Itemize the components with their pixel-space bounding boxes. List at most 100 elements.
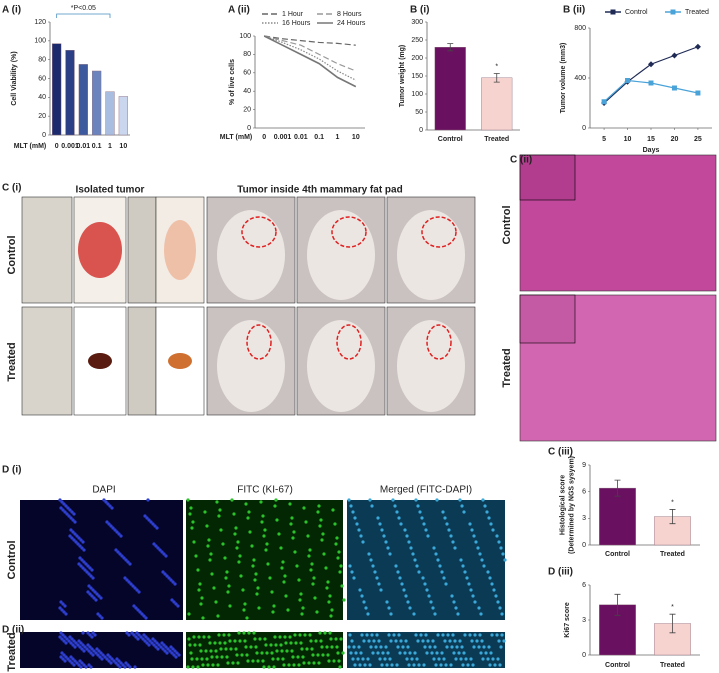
cell: [498, 663, 502, 667]
cell: [81, 631, 85, 635]
cell: [463, 570, 467, 574]
x-axis-label: Days: [643, 147, 660, 154]
cell: [255, 651, 259, 655]
cell: [385, 663, 389, 667]
cell: [230, 498, 234, 502]
cell: [169, 645, 173, 649]
cell: [83, 645, 87, 649]
cell: [233, 639, 237, 643]
photo: [21, 306, 73, 416]
cell: [283, 574, 287, 578]
cell: [219, 647, 223, 651]
cell: [166, 647, 170, 651]
cell: [335, 645, 339, 649]
cell: [80, 661, 84, 665]
cell: [59, 631, 63, 635]
cell: [243, 639, 247, 643]
tumor: [164, 220, 196, 280]
cell: [458, 639, 462, 643]
cell: [244, 502, 248, 506]
cell: [64, 641, 68, 645]
y-tick-label: 0: [419, 127, 423, 134]
marker: [625, 78, 631, 83]
cell: [440, 651, 444, 655]
bar: [118, 96, 128, 136]
cell: [318, 524, 322, 528]
cell: [392, 633, 396, 637]
cell: [78, 645, 82, 649]
cell: [500, 633, 504, 637]
cell: [462, 510, 466, 514]
cell: [72, 663, 76, 667]
series-line: [263, 35, 357, 81]
cell: [332, 659, 336, 663]
cell: [73, 520, 77, 524]
cell: [319, 518, 323, 522]
cell: [274, 498, 278, 502]
cell: [245, 653, 249, 657]
y-tick-label: 0: [42, 132, 46, 139]
cell: [276, 657, 280, 661]
cell: [164, 554, 168, 558]
cell: [73, 532, 77, 536]
panel-label: D (i): [2, 465, 21, 476]
cell: [290, 516, 294, 520]
cell: [418, 510, 422, 514]
cell: [490, 633, 494, 637]
bar: [434, 47, 466, 131]
cell: [391, 498, 395, 502]
cell: [127, 633, 131, 637]
legend-label: Treated: [685, 9, 709, 16]
cell: [371, 651, 375, 655]
cell: [429, 600, 433, 604]
cell: [449, 534, 453, 538]
cell: [327, 600, 331, 604]
cell: [493, 663, 497, 667]
cell: [397, 516, 401, 520]
cell: [110, 506, 114, 510]
cell: [261, 514, 265, 518]
cell: [89, 574, 93, 578]
cell: [191, 665, 195, 669]
cell: [476, 546, 480, 550]
cell: [282, 580, 286, 584]
cell: [303, 633, 307, 637]
cell: [245, 616, 249, 620]
cell: [196, 568, 200, 572]
cell: [497, 639, 501, 643]
cell: [98, 655, 102, 659]
cell: [134, 606, 138, 610]
y-tick-label: 120: [34, 19, 46, 26]
cell: [136, 608, 140, 612]
cell: [398, 576, 402, 580]
cell: [353, 663, 357, 667]
cell: [475, 639, 479, 643]
cell: [113, 528, 117, 532]
cell: [501, 552, 505, 556]
cell: [259, 500, 263, 504]
cell: [165, 651, 169, 655]
cell: [247, 631, 251, 635]
cell: [324, 566, 328, 570]
cell: [247, 510, 251, 514]
cell: [282, 663, 286, 667]
cell: [348, 564, 352, 568]
y-tick-label: 60: [38, 75, 46, 82]
cell: [385, 600, 389, 604]
cell: [436, 633, 440, 637]
cell: [172, 653, 176, 657]
cell: [201, 663, 205, 667]
series-line: [263, 35, 357, 88]
cell: [490, 582, 494, 586]
cell: [116, 550, 120, 554]
y-axis-label: Tumor volume (mm3): [560, 43, 567, 114]
cell: [353, 516, 357, 520]
cell: [191, 520, 195, 524]
mouse: [307, 320, 375, 412]
cell: [58, 635, 62, 639]
panel-label: B (ii): [563, 5, 585, 16]
cell: [237, 631, 241, 635]
cell: [470, 639, 474, 643]
cell: [71, 643, 75, 647]
cell: [435, 498, 439, 502]
